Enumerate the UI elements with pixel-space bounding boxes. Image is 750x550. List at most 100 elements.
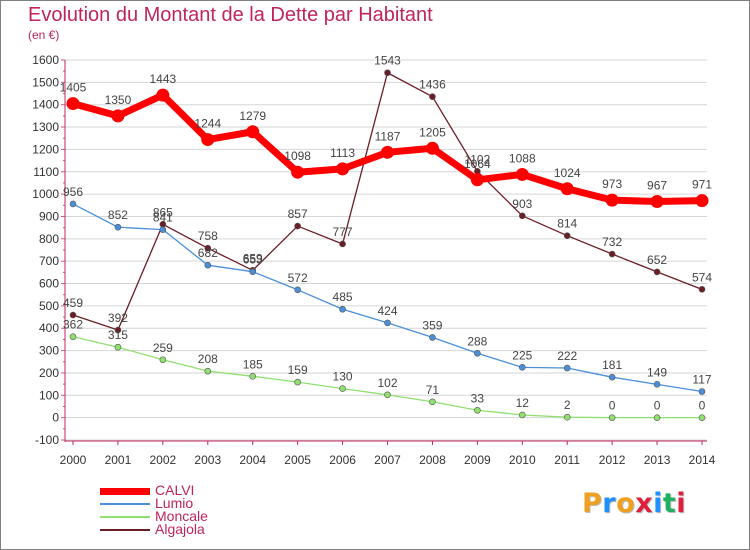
x-tick-label: 2009 (464, 453, 491, 467)
data-label-lumio: 852 (108, 208, 128, 222)
data-label-moncale: 12 (516, 396, 530, 410)
data-label-calvi: 1405 (60, 81, 87, 95)
data-point-calvi (66, 97, 80, 111)
data-label-calvi: 1088 (509, 151, 536, 165)
data-label-lumio: 841 (153, 211, 173, 225)
data-point-moncale (159, 356, 167, 364)
data-label-calvi: 1024 (554, 166, 581, 180)
legend-label: CALVI (155, 482, 195, 498)
data-label-lumio: 956 (63, 185, 83, 199)
data-label-algajola: 392 (108, 311, 128, 325)
data-label-algajola: 1436 (419, 78, 446, 92)
x-tick-label: 2001 (105, 453, 132, 467)
data-label-moncale: 71 (426, 383, 440, 397)
data-label-algajola: 814 (557, 217, 577, 231)
y-tick-label: 400 (39, 321, 59, 335)
chart-subtitle: (en €) (28, 28, 60, 42)
data-point-lumio (294, 286, 301, 294)
data-point-calvi (470, 173, 484, 187)
data-point-lumio (608, 373, 616, 381)
data-label-lumio: 653 (243, 253, 263, 267)
data-label-algajola: 857 (288, 207, 308, 221)
data-point-algajola (698, 286, 706, 293)
legend-label: Algajola (155, 521, 205, 537)
data-point-algajola (563, 232, 571, 239)
data-label-algajola: 652 (647, 253, 667, 267)
data-label-moncale: 2 (564, 398, 571, 412)
x-tick-label: 2002 (150, 453, 177, 467)
legend-swatch (100, 529, 150, 531)
data-label-moncale: 208 (198, 352, 218, 366)
y-tick-label: 800 (39, 232, 59, 246)
data-point-algajola (384, 69, 391, 77)
data-point-algajola (204, 244, 212, 252)
y-tick-label: 1400 (32, 98, 59, 112)
logo-letter: o (616, 488, 636, 519)
data-point-calvi (695, 194, 709, 208)
data-label-algajola: 659 (243, 251, 263, 265)
data-point-lumio (159, 226, 167, 233)
y-tick-label: -100 (35, 433, 59, 447)
data-label-lumio: 572 (288, 271, 308, 285)
data-label-moncale: 259 (153, 341, 173, 355)
data-label-lumio: 149 (647, 365, 667, 379)
data-point-moncale (563, 413, 571, 421)
data-point-moncale (698, 414, 706, 421)
data-label-moncale: 0 (654, 399, 661, 413)
data-label-algajola: 1102 (464, 152, 490, 166)
logo-letter: t (662, 488, 677, 519)
data-point-lumio (518, 364, 526, 371)
series-lumio: 956 852 841 682 653 572 485 424 359 288 225 222 181 1… (63, 185, 712, 395)
data-point-calvi (605, 193, 619, 207)
y-tick-label: 1000 (32, 187, 59, 201)
data-point-moncale (518, 411, 526, 419)
logo-letter: r (602, 488, 617, 519)
data-label-calvi: 1244 (194, 117, 221, 131)
data-label-moncale: 362 (63, 318, 83, 332)
y-tick-label: 700 (39, 254, 59, 268)
data-label-lumio: 288 (467, 334, 487, 348)
data-label-calvi: 1443 (150, 72, 177, 86)
x-tick-label: 2014 (689, 453, 716, 467)
y-tick-label: 300 (39, 344, 59, 358)
data-label-algajola: 777 (333, 225, 353, 239)
data-point-moncale (339, 385, 346, 392)
data-point-moncale (204, 367, 212, 375)
x-tick-label: 2004 (239, 453, 266, 467)
y-tick-label: 500 (39, 299, 59, 313)
y-tick-label: 1600 (32, 53, 59, 67)
data-label-algajola: 758 (198, 229, 218, 243)
logo-letter: P (582, 488, 603, 519)
y-tick-label: 1500 (32, 75, 59, 89)
data-label-algajola: 732 (602, 235, 622, 249)
series-moncale: 362 315 259 208 185 159 130 102 71 33 12 2 0 0 0 (63, 318, 706, 421)
data-point-moncale (384, 391, 391, 399)
data-label-calvi: 1350 (105, 93, 132, 107)
data-point-calvi (201, 133, 215, 147)
data-point-algajola (429, 93, 436, 100)
data-label-calvi: 1113 (330, 146, 355, 160)
data-point-lumio (249, 268, 257, 275)
data-point-algajola (518, 212, 526, 220)
y-tick-label: 200 (39, 366, 59, 380)
data-point-lumio (204, 261, 212, 269)
data-point-moncale (114, 343, 122, 351)
y-tick-label: 1200 (32, 142, 59, 156)
data-point-moncale (653, 414, 661, 421)
proxiti-logo: Proxiti (582, 488, 694, 524)
x-tick-label: 2010 (509, 453, 536, 467)
data-point-lumio (474, 349, 481, 357)
data-label-moncale: 159 (288, 363, 308, 377)
data-label-calvi: 1064 (464, 157, 491, 171)
data-point-lumio (653, 381, 661, 388)
legend-swatch (100, 516, 150, 518)
legend-label: Lumio (155, 495, 194, 511)
x-tick-label: 2012 (599, 453, 626, 467)
data-point-calvi (111, 109, 125, 123)
y-tick-label: 600 (39, 277, 59, 291)
data-label-calvi: 971 (692, 178, 712, 192)
data-point-calvi (336, 162, 350, 176)
y-tick-label: 1300 (32, 120, 59, 134)
data-label-calvi: 1279 (239, 109, 266, 123)
